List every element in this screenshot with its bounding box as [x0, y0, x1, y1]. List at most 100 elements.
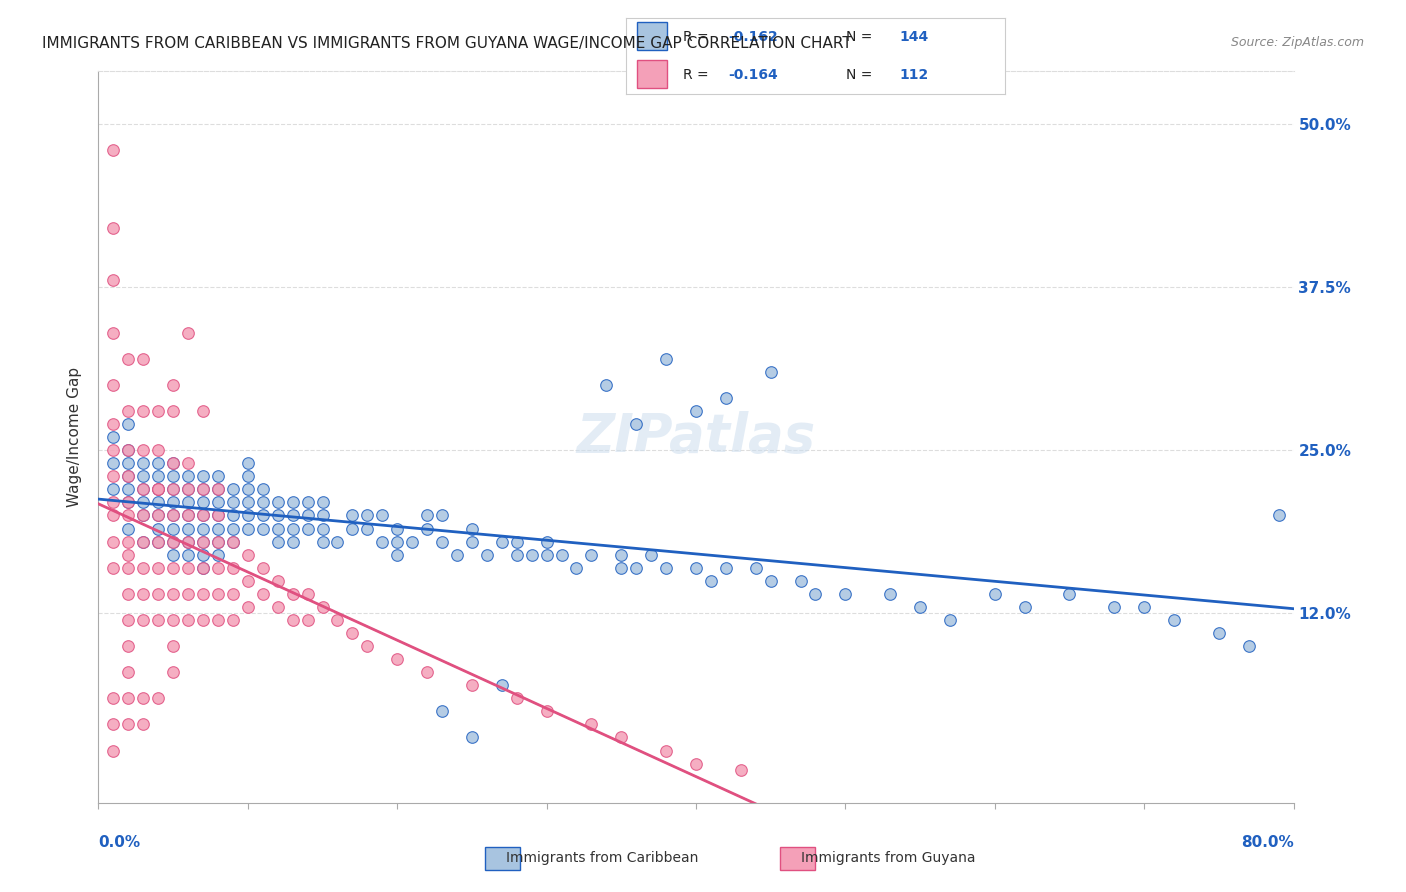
Point [297, 508, 319, 523]
Point [207, 548, 229, 562]
Point [356, 508, 378, 523]
Point [132, 351, 155, 366]
Point [132, 404, 155, 418]
Point [626, 417, 648, 431]
Point [148, 534, 170, 549]
Point [311, 508, 333, 523]
Point [267, 508, 290, 523]
Point [491, 534, 513, 549]
Point [506, 548, 529, 562]
Point [148, 456, 170, 470]
Point [191, 560, 214, 574]
Text: 112: 112 [898, 68, 928, 82]
Point [191, 508, 214, 523]
Point [117, 456, 139, 470]
Point [103, 430, 125, 444]
Point [804, 587, 827, 601]
Point [132, 495, 155, 509]
Point [236, 574, 259, 588]
Point [252, 483, 274, 497]
Point [759, 365, 782, 379]
Text: 0.0%: 0.0% [98, 836, 141, 850]
Point [103, 534, 125, 549]
Point [385, 534, 409, 549]
Text: IMMIGRANTS FROM CARIBBEAN VS IMMIGRANTS FROM GUYANA WAGE/INCOME GAP CORRELATION : IMMIGRANTS FROM CARIBBEAN VS IMMIGRANTS … [42, 36, 852, 51]
Point [506, 534, 529, 549]
Point [103, 483, 125, 497]
Point [177, 613, 200, 627]
Point [595, 377, 617, 392]
Point [132, 508, 155, 523]
Point [177, 508, 200, 523]
Point [700, 574, 723, 588]
Point [191, 508, 214, 523]
Point [103, 221, 125, 235]
Point [148, 521, 170, 535]
Point [759, 574, 782, 588]
Point [371, 508, 394, 523]
Point [132, 469, 155, 483]
Point [281, 613, 304, 627]
Point [132, 587, 155, 601]
Point [207, 587, 229, 601]
Point [281, 495, 304, 509]
Point [177, 495, 200, 509]
Point [461, 534, 484, 549]
Text: R =: R = [683, 68, 713, 82]
Point [132, 691, 155, 706]
Point [565, 560, 588, 574]
Point [385, 521, 409, 535]
Point [132, 560, 155, 574]
Point [162, 456, 184, 470]
Point [252, 508, 274, 523]
Text: 80.0%: 80.0% [1240, 836, 1294, 850]
Point [103, 443, 125, 458]
Point [222, 587, 245, 601]
Point [117, 404, 139, 418]
Point [103, 495, 125, 509]
Point [730, 763, 752, 777]
Text: -0.164: -0.164 [728, 68, 778, 82]
Point [222, 613, 245, 627]
Point [162, 377, 184, 392]
Point [207, 560, 229, 574]
Point [236, 548, 259, 562]
Point [222, 534, 245, 549]
Point [148, 483, 170, 497]
Point [148, 560, 170, 574]
Point [117, 469, 139, 483]
Point [148, 483, 170, 497]
Point [984, 587, 1007, 601]
Point [356, 639, 378, 653]
Point [207, 508, 229, 523]
Point [297, 613, 319, 627]
Point [191, 534, 214, 549]
Point [536, 548, 558, 562]
Text: N =: N = [846, 68, 876, 82]
Text: 144: 144 [898, 29, 928, 44]
Point [162, 483, 184, 497]
Point [177, 560, 200, 574]
Point [430, 705, 453, 719]
Point [148, 613, 170, 627]
Point [132, 613, 155, 627]
Point [655, 560, 678, 574]
Point [610, 560, 633, 574]
Point [117, 483, 139, 497]
Point [177, 508, 200, 523]
Point [177, 587, 200, 601]
Point [461, 731, 484, 745]
Point [191, 404, 214, 418]
Point [162, 469, 184, 483]
Point [491, 678, 513, 692]
Point [117, 587, 139, 601]
Point [103, 143, 125, 157]
Point [148, 534, 170, 549]
Point [371, 534, 394, 549]
Text: R =: R = [683, 29, 713, 44]
Point [148, 483, 170, 497]
Point [103, 691, 125, 706]
Point [342, 521, 364, 535]
Point [207, 495, 229, 509]
Point [236, 456, 259, 470]
